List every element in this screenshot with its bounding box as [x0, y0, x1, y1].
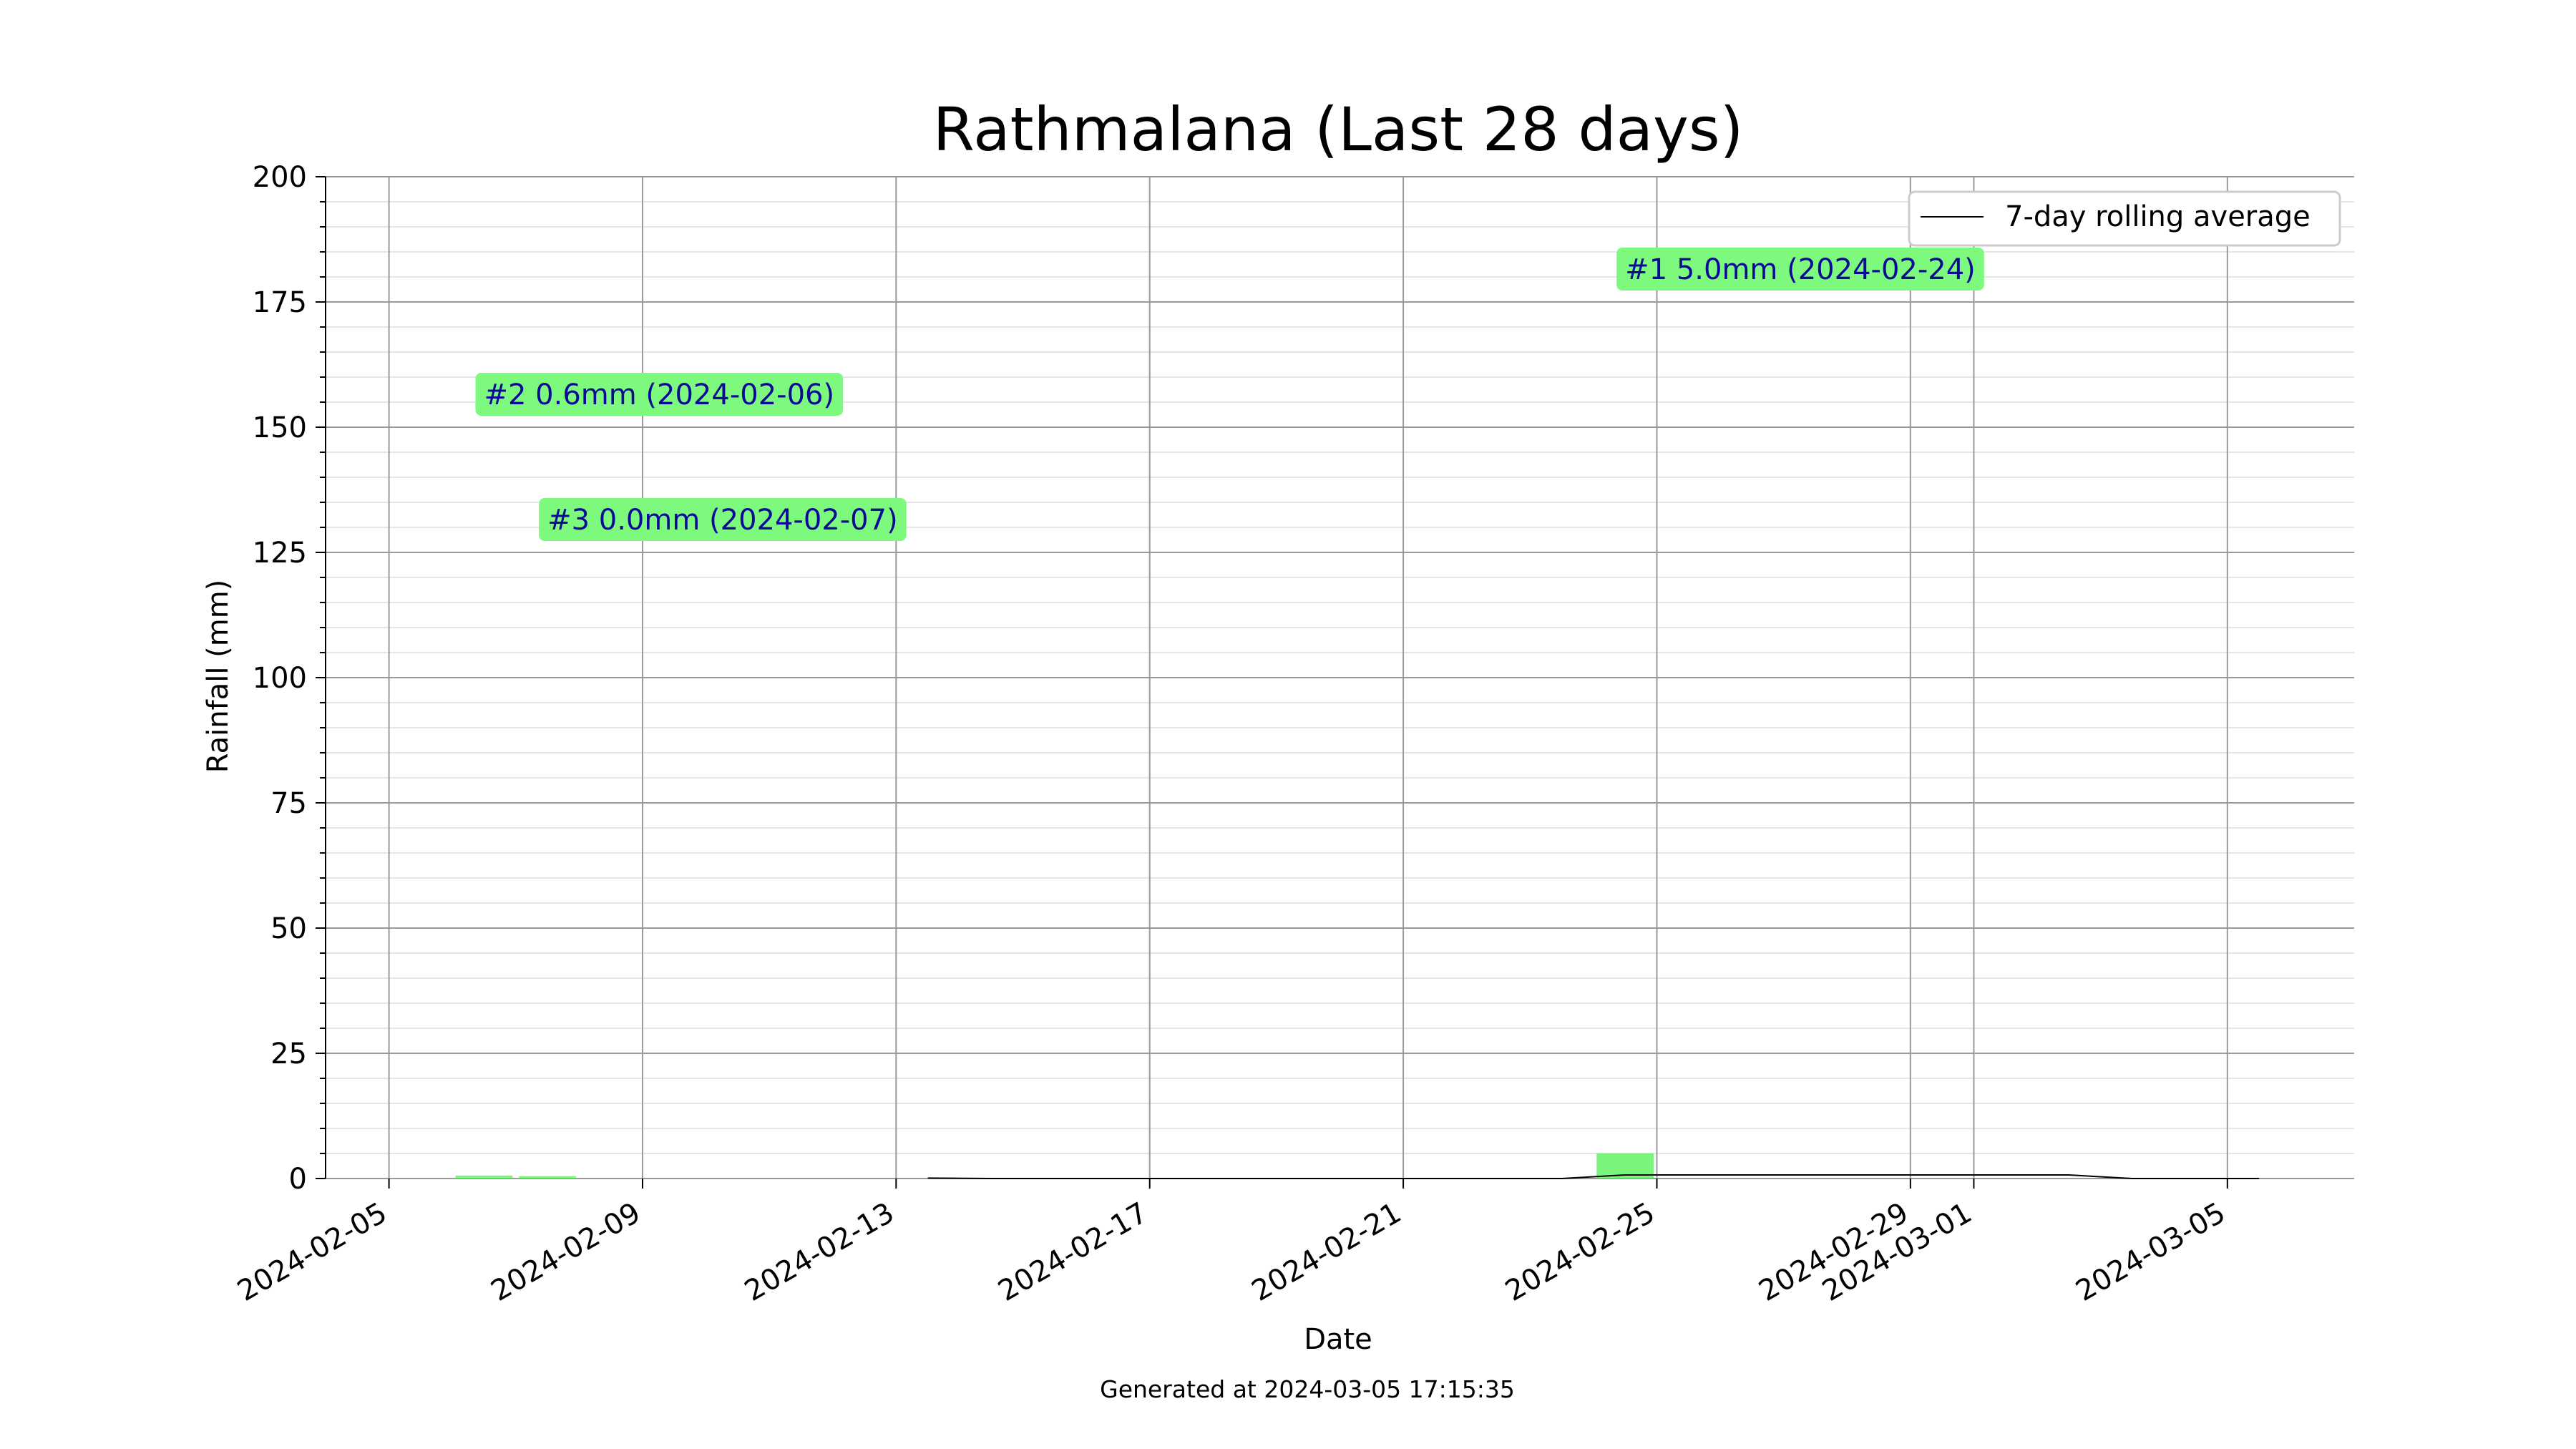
- legend: 7-day rolling average: [1908, 190, 2341, 247]
- y-axis-ticks: 0 25 50 75 100 125 150 175 200: [253, 161, 326, 1196]
- rainfall-bar: [455, 1175, 513, 1179]
- annotations: #1 5.0mm (2024-02-24) #2 0.6mm (2024-02-0…: [475, 248, 1984, 541]
- annotation-label: #1 5.0mm (2024-02-24): [1625, 253, 1976, 286]
- annotation-box: [1616, 248, 1984, 291]
- minor-gridlines: [326, 201, 2354, 1154]
- y-tick-label: 75: [270, 787, 307, 820]
- y-tick-label: 25: [270, 1038, 307, 1070]
- chart-title: Rathmalana (Last 28 days): [933, 94, 1744, 165]
- annotation: #3 0.0mm (2024-02-07): [539, 498, 907, 541]
- y-axis-label: Rainfall (mm): [202, 580, 235, 774]
- legend-label: 7-day rolling average: [2005, 200, 2311, 233]
- x-axis-label: Date: [1304, 1323, 1372, 1356]
- annotation-box: [539, 498, 907, 541]
- y-tick-label: 200: [253, 161, 307, 194]
- rainfall-bar: [519, 1176, 576, 1179]
- major-gridlines: [326, 176, 2354, 1179]
- y-tick-label: 100: [253, 662, 307, 695]
- generated-footer: Generated at 2024-03-05 17:15:35: [1100, 1375, 1515, 1403]
- y-tick-label: 50: [270, 912, 307, 945]
- y-tick-label: 150: [253, 411, 307, 444]
- y-tick-label: 125: [253, 537, 307, 570]
- annotation-label: #3 0.0mm (2024-02-07): [547, 504, 898, 537]
- annotation: #2 0.6mm (2024-02-06): [475, 373, 844, 416]
- y-tick-label: 175: [253, 286, 307, 319]
- legend-box: [1908, 190, 2341, 247]
- y-tick-label: 0: [289, 1163, 307, 1196]
- annotation: #1 5.0mm (2024-02-24): [1616, 248, 1984, 291]
- rolling-average-line: [927, 1174, 2260, 1179]
- annotation-box: [475, 373, 844, 416]
- annotation-label: #2 0.6mm (2024-02-06): [484, 379, 834, 411]
- rolling-average-series: [927, 1174, 2260, 1179]
